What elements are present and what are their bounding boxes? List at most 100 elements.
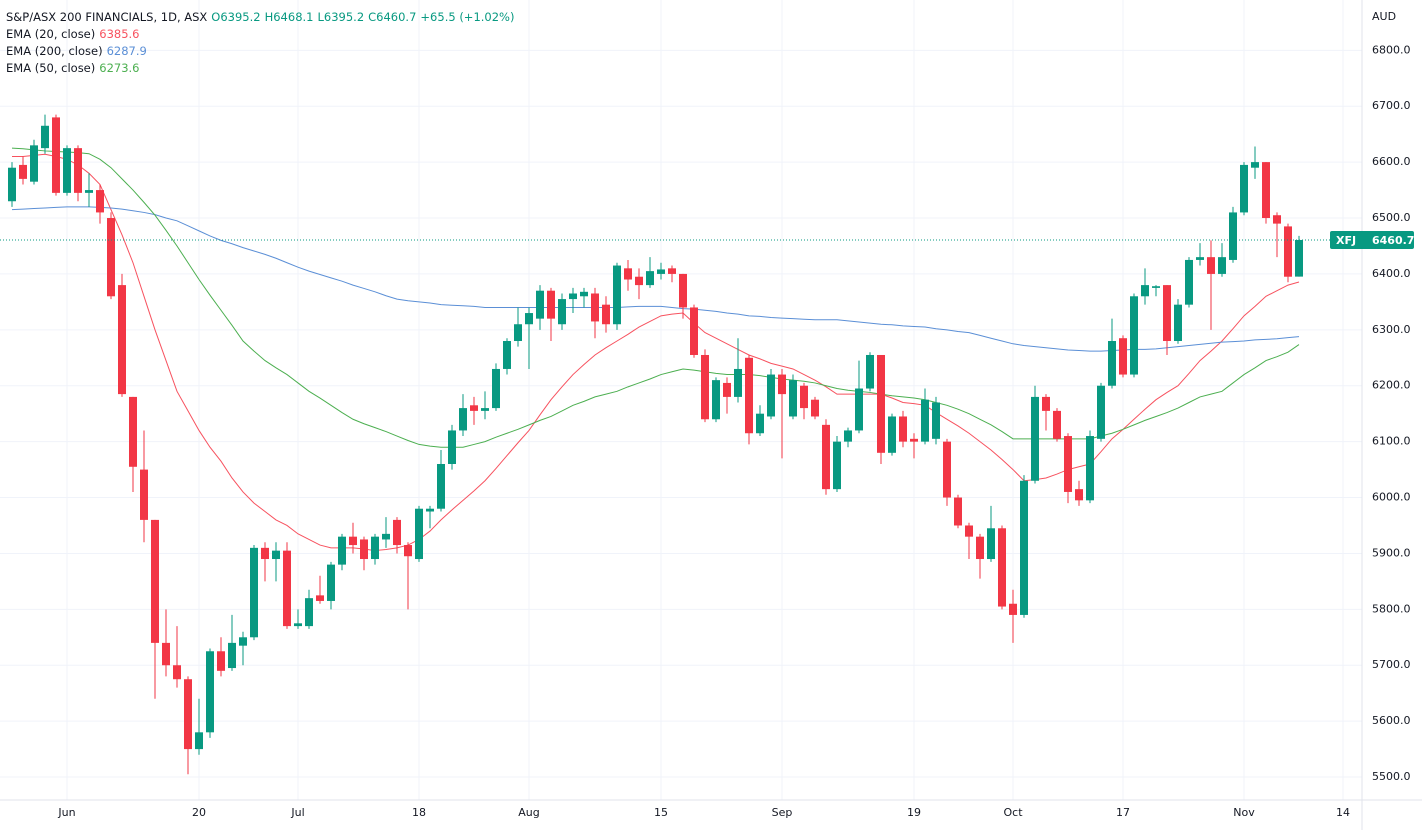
candle-body (1273, 215, 1281, 224)
candle-body (624, 268, 632, 280)
legend-entry: EMA (20, close) 6385.6 (6, 26, 518, 43)
candle-body (833, 441, 841, 490)
legend-value: 6273.6 (99, 61, 140, 75)
candle-body (283, 550, 291, 627)
candle-body (712, 380, 720, 420)
change: +65.5 (+1.02%) (420, 10, 515, 24)
x-tick-label: 14 (1336, 806, 1350, 819)
symbol-title: S&P/ASX 200 FINANCIALS, 1D, ASX (6, 10, 208, 24)
candle-body (470, 405, 478, 411)
candle-body (767, 374, 775, 417)
candle-body (1141, 285, 1149, 297)
x-tick-label: Oct (1003, 806, 1023, 819)
candle-body (151, 519, 159, 643)
candle-body (602, 304, 610, 325)
ohlc-low: L6395.2 (317, 10, 365, 24)
candle-body (1163, 285, 1171, 342)
candle-body (1185, 259, 1193, 305)
candle-body (723, 382, 731, 397)
candle-body (657, 269, 665, 274)
candle-body (74, 148, 82, 193)
ema-lines (11, 147, 1300, 552)
candle-body (1108, 341, 1116, 386)
candle-body (547, 290, 555, 319)
x-tick-label: 17 (1116, 806, 1130, 819)
candle-body (96, 190, 104, 213)
candle-body (591, 293, 599, 322)
x-tick-label: Aug (518, 806, 539, 819)
candle-body (371, 536, 379, 560)
candle-body (976, 536, 984, 560)
candle-body (1009, 603, 1017, 615)
candle-body (382, 533, 390, 540)
legend-value: 6385.6 (99, 27, 140, 41)
candle-body (778, 374, 786, 395)
candle-body (613, 265, 621, 325)
candle-body (437, 463, 445, 509)
candle-body (173, 665, 181, 680)
candle-body (261, 547, 269, 560)
candle-body (52, 117, 60, 193)
candle-body (954, 497, 962, 526)
candle-body (932, 402, 940, 439)
candle-body (415, 508, 423, 560)
y-tick-label: 6100.0 (1372, 435, 1411, 448)
candle-body (294, 623, 302, 627)
x-tick-label: Sep (772, 806, 793, 819)
candle-body (701, 354, 709, 420)
x-tick-label: 18 (412, 806, 426, 819)
candle-body (910, 438, 918, 442)
candle-body (679, 273, 687, 308)
candle-body (1097, 385, 1105, 439)
candle-body (745, 357, 753, 434)
legend-entry: EMA (200, close) 6287.9 (6, 43, 518, 60)
candle-body (1075, 489, 1083, 501)
candle-body (888, 416, 896, 453)
x-tick-label: 19 (907, 806, 921, 819)
candle-body (1295, 239, 1303, 277)
candle-body (1218, 257, 1226, 274)
x-tick-label: 15 (654, 806, 668, 819)
candle-body (756, 413, 764, 434)
candle-body (1284, 226, 1292, 277)
candle-body (690, 307, 698, 355)
candle-body (448, 430, 456, 464)
candle-body (1020, 480, 1028, 615)
x-tick-label: 20 (192, 806, 206, 819)
candle-body (426, 508, 434, 512)
y-tick-label: 6400.0 (1372, 267, 1411, 280)
candle-body (1229, 212, 1237, 260)
candle-body (217, 651, 225, 671)
candle-body (525, 313, 533, 325)
y-tick-label: 6000.0 (1372, 491, 1411, 504)
candle-body (987, 528, 995, 560)
candle-body (118, 285, 126, 395)
candle-body (1174, 304, 1182, 342)
y-tick-label: 6600.0 (1372, 155, 1411, 168)
candles (0, 114, 1362, 775)
candle-body (85, 190, 93, 193)
candle-body (844, 430, 852, 442)
y-tick-label: 6500.0 (1372, 211, 1411, 224)
candle-body (921, 399, 929, 442)
candle-body (646, 271, 654, 286)
candle-body (668, 268, 676, 274)
legend-value: 6287.9 (106, 44, 147, 58)
candle-body (338, 536, 346, 565)
x-tick-label: Nov (1233, 806, 1255, 819)
symbol-row: S&P/ASX 200 FINANCIALS, 1D, ASX O6395.2 H6… (6, 9, 518, 26)
legend-name: EMA (50, close) (6, 61, 96, 75)
y-tick-label: 6700.0 (1372, 99, 1411, 112)
candle-body (1240, 164, 1248, 213)
candle-body (30, 145, 38, 182)
legend: S&P/ASX 200 FINANCIALS, 1D, ASX O6395.2 H6… (6, 9, 518, 77)
candle-body (316, 595, 324, 601)
candle-body (250, 547, 258, 638)
candle-body (1119, 338, 1127, 375)
candle-body (1042, 396, 1050, 411)
candle-body (1152, 286, 1160, 288)
y-tick-label: 5700.0 (1372, 658, 1411, 671)
candle-body (800, 385, 808, 409)
